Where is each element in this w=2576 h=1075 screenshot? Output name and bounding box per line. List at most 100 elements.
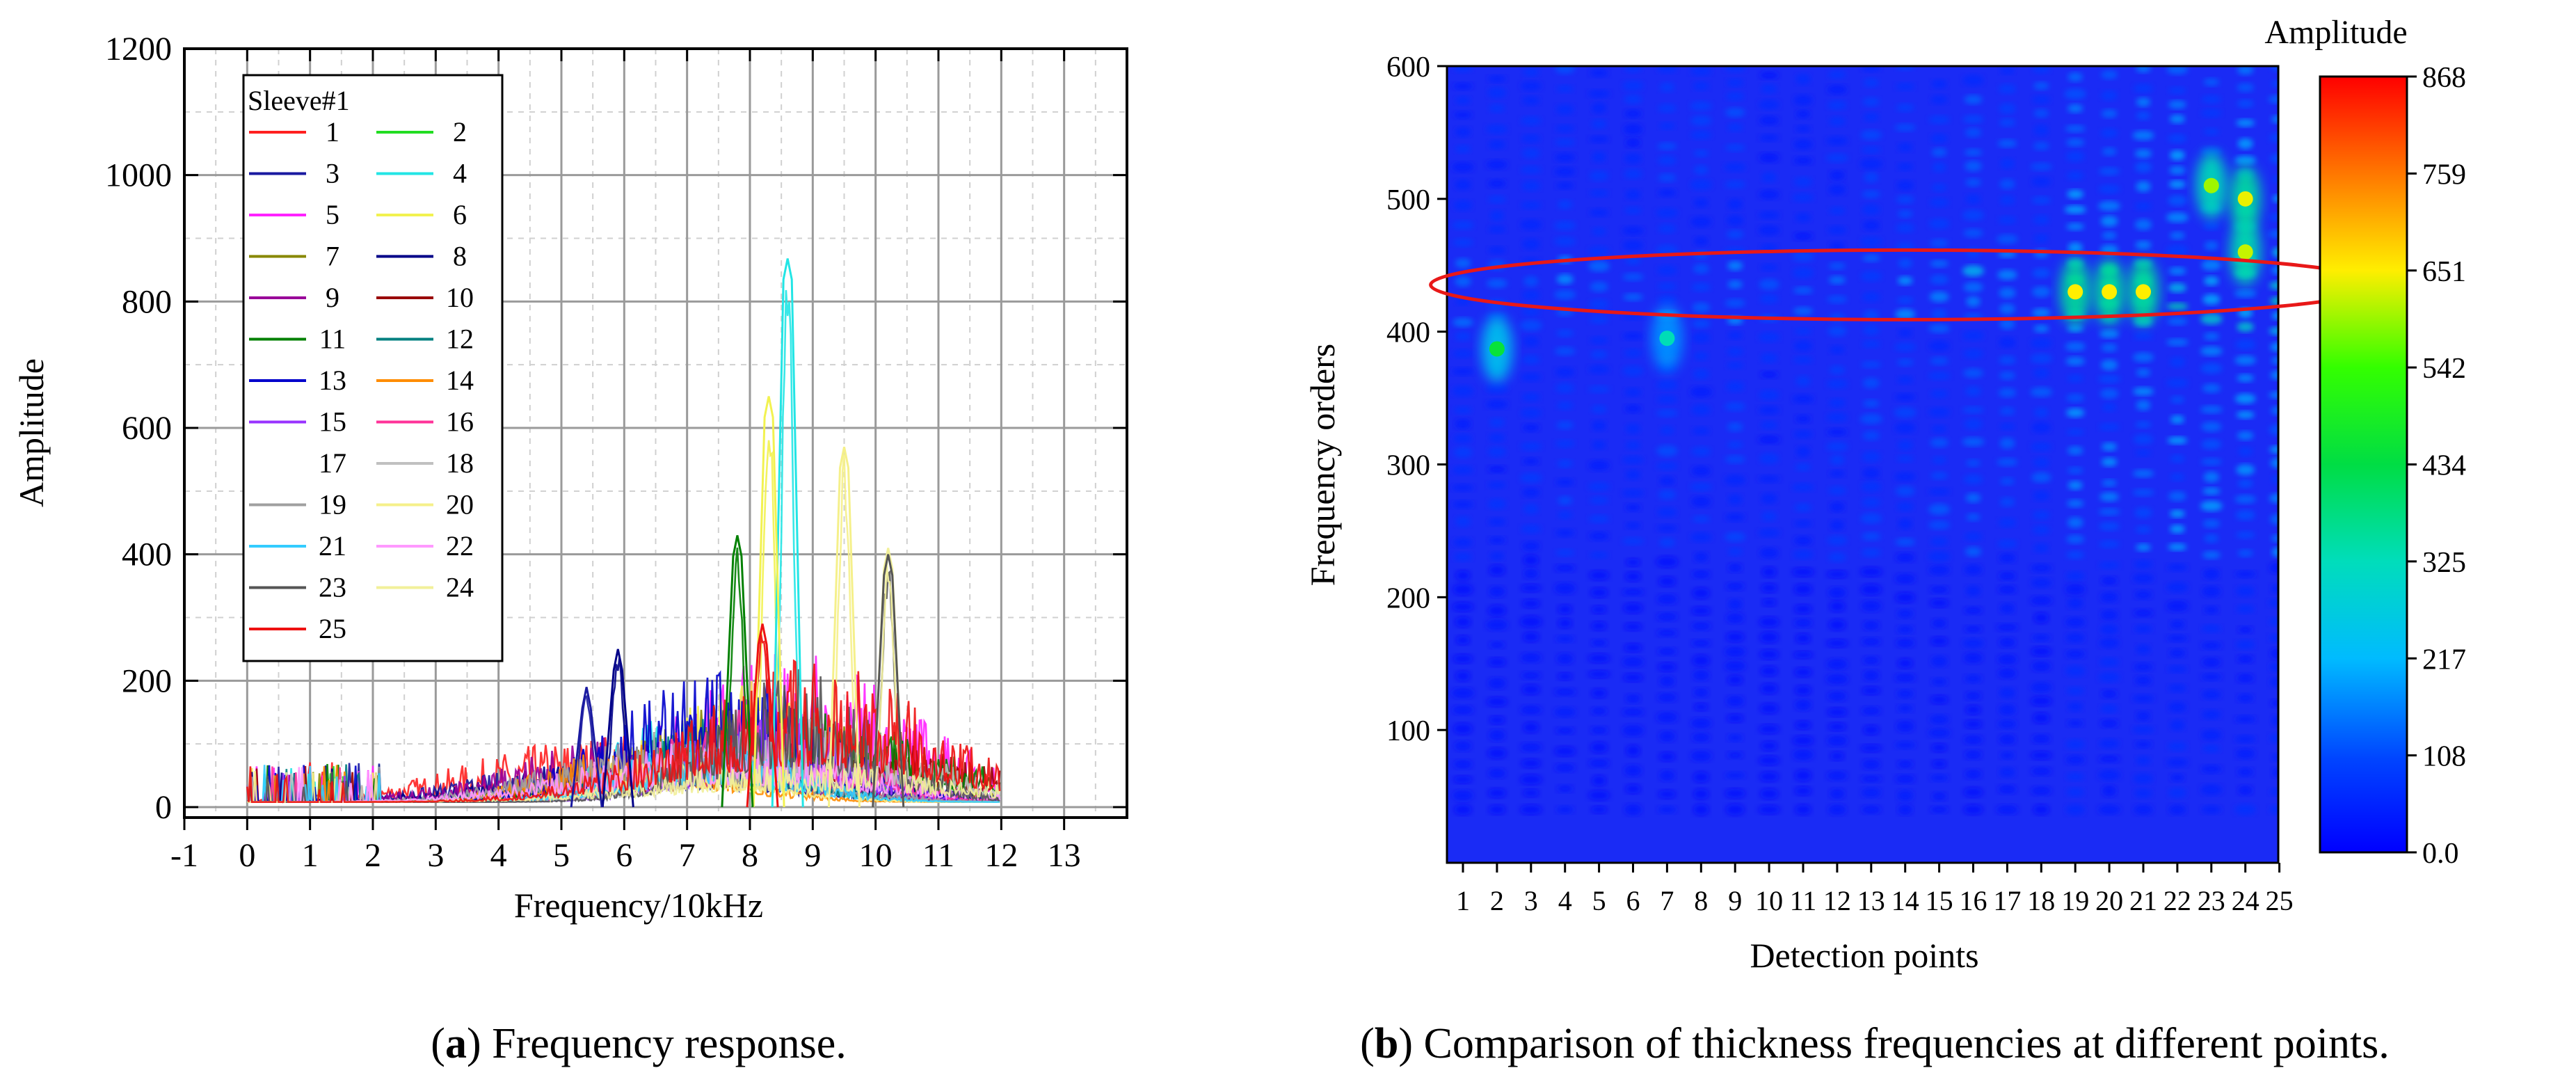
heat-cell xyxy=(1996,623,2018,631)
legend-label-2: 2 xyxy=(453,116,467,148)
y-tick-label-a: 400 xyxy=(122,536,172,573)
heat-cell xyxy=(1725,298,1745,308)
heat-cell xyxy=(2099,388,2119,399)
heat-cell xyxy=(1896,103,1914,112)
heat-cell xyxy=(1759,71,1779,79)
colorbar-tick-label: 434 xyxy=(2422,450,2466,482)
heat-cell xyxy=(1657,66,1677,73)
heat-cell xyxy=(1489,433,1505,443)
heat-cell xyxy=(1795,415,1811,423)
colorbar-tick-label: 0.0 xyxy=(2422,838,2459,870)
heat-cell xyxy=(1488,805,1506,815)
heat-cell xyxy=(1690,115,1712,127)
heat-cell xyxy=(1727,548,1743,556)
heat-cell xyxy=(1558,200,1573,209)
heat-cell xyxy=(1555,125,1575,133)
heat-cell xyxy=(1896,720,1914,732)
heat-cell xyxy=(1964,720,1983,728)
heat-cell xyxy=(2065,571,2085,581)
peak-series-11 xyxy=(721,535,754,808)
heat-cell xyxy=(1690,482,1713,491)
heat-cell xyxy=(1455,616,1471,628)
heat-cell xyxy=(2066,393,2085,403)
hotspot-20 xyxy=(2102,284,2118,300)
heat-cell xyxy=(1894,407,1917,418)
heat-cell xyxy=(1622,226,1644,236)
heat-cell xyxy=(1522,96,1540,105)
heat-cell xyxy=(1488,678,1506,689)
heat-cell xyxy=(1589,496,1609,504)
heat-cell xyxy=(1794,536,1812,546)
heat-cell xyxy=(2099,637,2120,648)
heat-cell xyxy=(1965,585,1981,596)
heat-cell xyxy=(1590,315,1609,324)
caption-a-letter: a xyxy=(445,1020,467,1067)
heat-cell xyxy=(2099,540,2120,548)
heat-cell xyxy=(2136,756,2151,765)
heat-cell xyxy=(1589,208,1609,217)
heat-cell xyxy=(1897,163,1914,171)
heat-cell xyxy=(1863,78,1879,87)
heat-cell xyxy=(1453,66,1473,73)
y-tick-label-b: 600 xyxy=(1386,51,1430,83)
legend-title: Sleeve#1 xyxy=(248,85,350,116)
heat-cell xyxy=(2237,655,2254,664)
heat-cell xyxy=(1863,621,1880,630)
heat-cell xyxy=(2270,342,2278,352)
heat-cell xyxy=(1590,350,1608,359)
colorbar-tick-label: 542 xyxy=(2422,353,2466,385)
heat-cell xyxy=(2166,338,2189,347)
x-tick-label-b: 12 xyxy=(1823,885,1851,916)
heat-cell xyxy=(2065,804,2085,815)
heat-cell xyxy=(1863,670,1880,681)
heat-cell xyxy=(1622,725,1644,736)
heat-cell xyxy=(1659,676,1675,687)
heat-cell xyxy=(2166,378,2189,388)
heat-cell xyxy=(1896,455,1914,463)
heat-cell xyxy=(2269,213,2278,221)
heat-cell xyxy=(1827,735,1848,747)
heat-cell xyxy=(2170,774,2185,782)
heat-cell xyxy=(1761,172,1777,183)
heat-cell xyxy=(1761,84,1777,94)
heat-cell xyxy=(2132,130,2154,141)
heat-cell xyxy=(2268,230,2278,239)
heat-cell xyxy=(1625,470,1641,480)
heat-cell xyxy=(2235,510,2255,520)
legend-label-15: 15 xyxy=(319,406,346,438)
heat-cell xyxy=(1591,405,1607,414)
x-tick-label-a: 10 xyxy=(859,837,893,874)
heat-cell xyxy=(1895,309,1916,320)
heat-cell xyxy=(1928,340,1950,351)
heat-cell xyxy=(1453,238,1473,247)
heat-cell xyxy=(1862,687,1881,695)
heat-cell xyxy=(1827,100,1847,110)
heat-cell xyxy=(1965,127,1982,138)
heat-cell xyxy=(2168,701,2186,712)
heat-cell xyxy=(1898,518,1912,529)
heat-cell xyxy=(1931,678,1947,686)
heat-cell xyxy=(1554,707,1576,717)
peaks-a xyxy=(570,258,905,808)
heat-cell xyxy=(2170,454,2185,463)
heat-cell xyxy=(1693,687,1709,697)
heat-cell xyxy=(2133,433,2154,445)
heat-cell xyxy=(2168,491,2186,502)
heat-cell xyxy=(2201,147,2222,157)
heat-cell xyxy=(1489,565,1505,576)
heat-cell xyxy=(1965,386,1981,397)
heat-cell xyxy=(2133,773,2154,784)
heat-cell xyxy=(1897,276,1913,285)
heat-cell xyxy=(2098,755,2120,763)
heat-cell xyxy=(1625,503,1641,511)
heat-cell xyxy=(1625,694,1641,703)
heat-cell xyxy=(2099,738,2120,749)
heat-cell xyxy=(2066,223,2084,230)
heat-cell xyxy=(1555,529,1575,537)
heat-cell xyxy=(1657,507,1677,518)
heat-cell xyxy=(2033,525,2050,535)
heat-cell xyxy=(1930,274,1949,285)
heat-cell xyxy=(1725,180,1746,189)
heat-cell xyxy=(1725,401,1745,411)
